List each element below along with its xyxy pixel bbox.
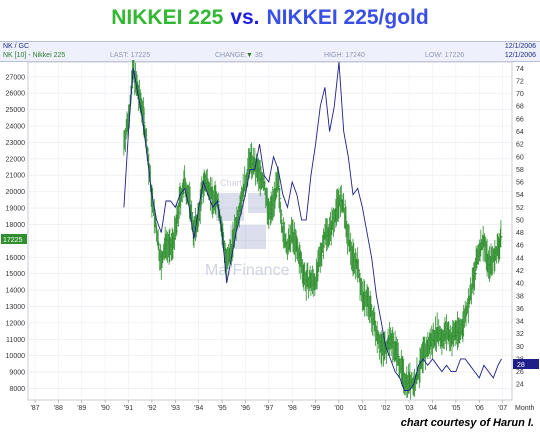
header-date: 12/1/2006 <box>504 43 536 50</box>
x-tick-label: '06 <box>475 405 484 412</box>
y-right-tick-label: 34 <box>516 319 524 326</box>
y-right-tick-label: 64 <box>516 129 524 136</box>
left-axis: 8000 9000 10000 11000 12000 13000 14000 15000 16… <box>6 74 26 393</box>
y-right-tick-label: 26 <box>516 369 524 376</box>
chart-area: Chart MarFinance 8000 9000 10000 11000 12000… <box>1 60 539 412</box>
header-date-secondary: 12/1/2006 <box>504 52 536 59</box>
x-tick-label: '99 <box>311 405 320 412</box>
x-axis: '87 '88 '89 '90 '91 '92 '93 '94 '95 '96 '97 '98 '99 '… <box>30 400 535 412</box>
x-tick-label: '96 <box>241 405 250 412</box>
y-right-tick-label: 72 <box>516 78 524 85</box>
y-left-tick-label: 14000 <box>6 288 26 295</box>
y-right-tick-label: 40 <box>516 281 524 288</box>
y-right-tick-label: 48 <box>516 230 524 237</box>
x-tick-label: '87 <box>30 405 39 412</box>
plot-frame <box>27 61 513 401</box>
x-tick-label: '03 <box>405 405 414 412</box>
symbol-label: NK / GC <box>3 43 30 50</box>
x-tick-label: '05 <box>451 405 460 412</box>
change-value: 35 <box>255 52 263 59</box>
x-tick-label: '88 <box>54 405 63 412</box>
y-right-tick-label: 70 <box>516 91 524 98</box>
y-right-tick-label: 68 <box>516 104 524 111</box>
y-left-tick-label: 16000 <box>6 255 26 262</box>
x-tick-label: '04 <box>428 405 437 412</box>
title-part-nikkei: NIKKEI 225 <box>111 6 224 29</box>
x-tick-label: '92 <box>147 405 156 412</box>
y-right-tick-label: 58 <box>516 167 524 174</box>
change-label: CHANGE: <box>215 52 247 59</box>
x-tick-label: '91 <box>124 405 133 412</box>
right-current-badge: 28 <box>513 359 539 369</box>
x-tick-label: '93 <box>171 405 180 412</box>
title-part-vs: vs. <box>230 6 260 29</box>
x-tick-label: '00 <box>334 405 343 412</box>
series-nikkei-ohlc <box>123 60 503 400</box>
watermark-text-top: Chart <box>220 178 243 188</box>
y-right-tick-label: 32 <box>516 331 524 338</box>
watermark-text: MarFinance <box>205 262 290 279</box>
y-left-tick-label: 9000 <box>9 370 25 377</box>
y-right-tick-label: 46 <box>516 243 524 250</box>
y-right-tick-label: 50 <box>516 217 524 224</box>
symbol-header-bar: NK / GC 12/1/2006 <box>0 41 540 52</box>
last-label: LAST: 17225 <box>110 52 151 59</box>
x-tick-label: '01 <box>358 405 367 412</box>
chart-title: NIKKEI 225 vs. NIKKEI 225/gold <box>0 6 540 30</box>
left-current-badge: 17225 <box>1 234 27 244</box>
x-tick-label: '94 <box>194 405 203 412</box>
y-right-tick-label: 62 <box>516 142 524 149</box>
y-left-tick-label: 8000 <box>9 386 25 393</box>
left-current-value: 17225 <box>3 237 23 244</box>
y-left-tick-label: 12000 <box>6 320 26 327</box>
right-axis: 24 2628 30 32 34 36 38 40 42 44 46 48 50 52 54 56 58 60 62… <box>516 66 524 389</box>
y-right-tick-label: 36 <box>516 306 524 313</box>
y-left-tick-label: 10000 <box>6 353 26 360</box>
low-label: LOW: 17226 <box>425 52 465 59</box>
y-left-tick-label: 13000 <box>6 304 26 311</box>
y-left-tick-label: 19000 <box>6 206 26 213</box>
y-right-tick-label: 60 <box>516 154 524 161</box>
y-left-tick-label: 25000 <box>6 107 26 114</box>
y-left-tick-label: 24000 <box>6 123 26 130</box>
series-label: NK [10] - Nikkei 225 <box>3 52 66 59</box>
y-left-tick-label: 15000 <box>6 271 26 278</box>
x-tick-label: '95 <box>218 405 227 412</box>
y-right-tick-label: 38 <box>516 293 524 300</box>
x-tick-label: '90 <box>101 405 110 412</box>
y-left-tick-label: 18000 <box>6 222 26 229</box>
x-tick-label: '98 <box>288 405 297 412</box>
y-right-tick-label: 66 <box>516 116 524 123</box>
y-left-tick-label: 22000 <box>6 156 26 163</box>
series-nikkei-gold-line <box>123 61 502 391</box>
x-tick-label: '07 <box>498 405 507 412</box>
y-left-tick-label: 26000 <box>6 91 26 98</box>
y-left-tick-label: 21000 <box>6 173 26 180</box>
right-current-value: 28 <box>517 362 525 369</box>
y-right-tick-label: 54 <box>516 192 524 199</box>
y-right-tick-label: 24 <box>516 382 524 389</box>
y-right-tick-label: 44 <box>516 255 524 262</box>
y-left-tick-label: 20000 <box>6 189 26 196</box>
high-label: HIGH: 17240 <box>324 52 365 59</box>
x-axis-extra-label: Month <box>515 405 535 412</box>
change-down-icon: ▼ <box>246 52 253 59</box>
y-left-tick-label: 11000 <box>6 337 25 344</box>
chart-credit: chart courtesy of Harun I. <box>400 417 534 429</box>
y-right-tick-label: 42 <box>516 268 524 275</box>
x-tick-label: '02 <box>381 405 390 412</box>
x-tick-label: '89 <box>77 405 86 412</box>
x-tick-label: '97 <box>264 405 273 412</box>
y-right-tick-label: 74 <box>516 66 524 73</box>
title-part-ratio: NIKKEI 225/gold <box>266 6 429 29</box>
y-right-tick-label: 56 <box>516 180 524 187</box>
y-left-tick-label: 27000 <box>6 74 26 81</box>
y-right-tick-label: 52 <box>516 205 524 212</box>
y-right-tick-label: 30 <box>516 344 524 351</box>
grid <box>28 62 512 400</box>
y-left-tick-label: 23000 <box>6 140 26 147</box>
